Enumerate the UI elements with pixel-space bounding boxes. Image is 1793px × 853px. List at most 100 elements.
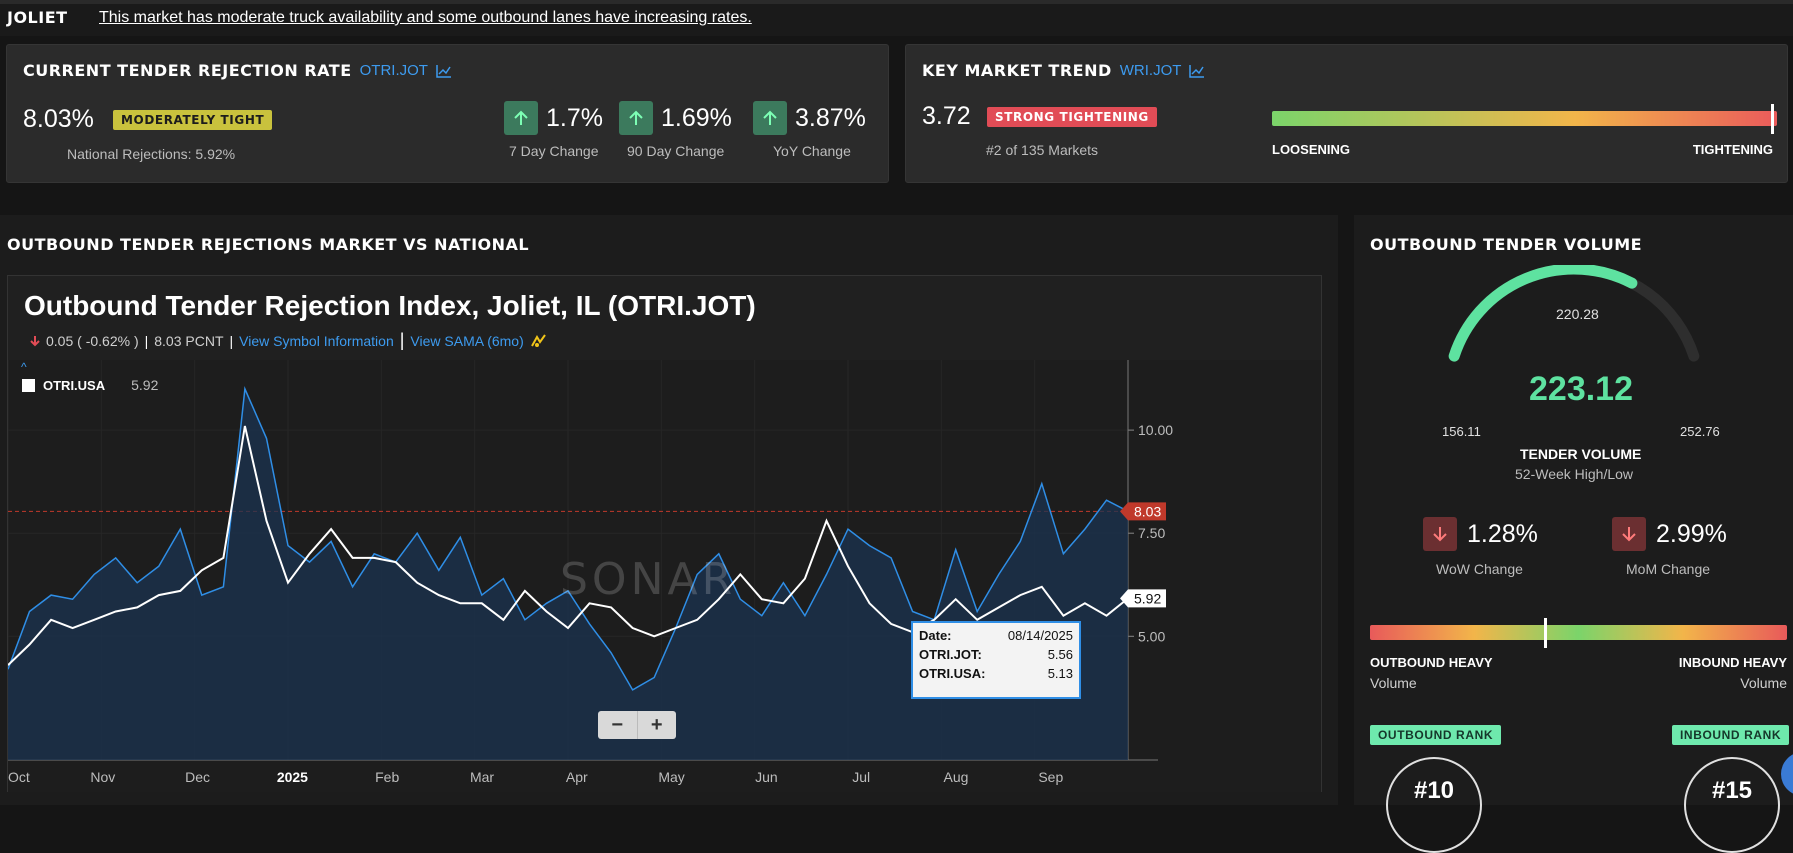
arrow-up-icon — [753, 101, 787, 135]
x-tick-label: Sep — [1038, 769, 1063, 785]
tender-volume-label: TENDER VOLUME — [1520, 446, 1642, 462]
separator: | — [229, 332, 234, 349]
chevron-up-icon[interactable]: ^ — [21, 360, 27, 374]
view-symbol-link[interactable]: View Symbol Information — [239, 332, 394, 349]
usa-last-value-tag — [1120, 589, 1166, 608]
inbound-rank-value: #15 — [1711, 777, 1753, 804]
national-rejections-text: National Rejections: 5.92% — [67, 146, 236, 162]
mom-change-value: 2.99% — [1656, 519, 1727, 548]
x-tick-label: 2025 — [277, 769, 308, 785]
x-tick-label: Jul — [852, 769, 870, 785]
key-trend-value: 3.72 — [922, 102, 971, 130]
x-tick-label: Oct — [8, 769, 30, 785]
chart-line-icon[interactable] — [436, 64, 452, 78]
mom-change: 2.99% MoM Change — [1612, 517, 1762, 577]
balance-marker — [1544, 618, 1548, 648]
tender-volume-title: OUTBOUND TENDER VOLUME — [1370, 235, 1643, 254]
key-trend-header: KEY MARKET TREND WRI.JOT — [922, 61, 1205, 80]
arrow-down-icon — [1612, 517, 1646, 551]
chart-line-icon[interactable] — [1189, 64, 1205, 78]
x-tick-label: Apr — [566, 769, 588, 785]
x-tick-label: Aug — [944, 769, 969, 785]
otri-jot-area — [8, 388, 1128, 760]
zoom-in-button[interactable]: + — [650, 713, 663, 736]
chart-legend: OTRI.USA 5.92 — [22, 377, 158, 393]
key-trend-symbol-link[interactable]: WRI.JOT — [1119, 62, 1182, 79]
arrow-down-icon — [1423, 517, 1457, 551]
change-90-day-label: 90 Day Change — [627, 143, 725, 159]
chart-pcnt-text: 8.03 PCNT — [154, 332, 224, 349]
market-summary-link[interactable]: This market has moderate truck availabil… — [99, 9, 752, 26]
tooltip-date-label: Date: — [919, 628, 952, 643]
outbound-rank-badge: OUTBOUND RANK — [1370, 725, 1502, 745]
chart-header: Outbound Tender Rejection Index, Joliet,… — [8, 276, 1321, 361]
legend-series-name: OTRI.USA — [43, 377, 106, 393]
wow-change-value: 1.28% — [1467, 519, 1538, 548]
outbound-rank-circle: #10 — [1386, 757, 1482, 853]
zoom-out-button[interactable]: − — [598, 711, 638, 739]
tender-rejection-symbol-link[interactable]: OTRI.JOT — [359, 62, 428, 79]
outbound-heavy-sublabel: Volume — [1370, 675, 1417, 691]
market-name: JOLIET — [7, 8, 68, 27]
tender-rejection-title: CURRENT TENDER REJECTION RATE — [23, 61, 352, 80]
change-7-day-value: 1.7% — [546, 103, 603, 132]
market-header: JOLIET This market has moderate truck av… — [0, 0, 1793, 36]
tooltip-usa-label: OTRI.USA: — [919, 666, 986, 681]
gauge-min-label: 156.11 — [1442, 424, 1481, 439]
tender-rejection-header: CURRENT TENDER REJECTION RATE OTRI.JOT — [23, 61, 452, 80]
sama-icon[interactable] — [530, 333, 548, 349]
tooltip-date-value: 08/14/2025 — [1007, 628, 1073, 643]
gauge-max-label: 252.76 — [1680, 424, 1720, 439]
chart-tooltip: Date: 08/14/2025 OTRI.JOT: 5.56 OTRI.USA: 5… — [911, 621, 1081, 699]
key-trend-panel: KEY MARKET TREND WRI.JOT 3.72 STRONG TIG… — [905, 44, 1788, 183]
y-tick-label: 5.00 — [1138, 628, 1165, 644]
arrow-up-icon — [504, 101, 538, 135]
change-yoy-value: 3.87% — [795, 103, 866, 132]
balance-gradient-bar — [1370, 625, 1787, 640]
wow-change-label: WoW Change — [1436, 561, 1523, 577]
zoom-controls: − + — [598, 711, 676, 739]
wow-change: 1.28% WoW Change — [1423, 517, 1563, 577]
separator: | — [144, 332, 149, 349]
x-tick-label: Mar — [470, 769, 494, 785]
chart-frame: Outbound Tender Rejection Index, Joliet,… — [7, 275, 1322, 792]
inbound-rank-badge: INBOUND RANK — [1672, 725, 1790, 745]
change-7-day: 1.7% 7 Day Change — [504, 101, 614, 159]
arrow-down-red-icon — [30, 335, 40, 346]
volume-gauge — [1448, 265, 1700, 362]
loosening-label: LOOSENING — [1272, 142, 1351, 157]
tooltip-jot-value: 5.56 — [1047, 647, 1073, 662]
tender-rejection-panel: CURRENT TENDER REJECTION RATE OTRI.JOT 8… — [6, 44, 889, 183]
change-90-day: 1.69% 90 Day Change — [619, 101, 739, 159]
x-tick-label: Feb — [375, 769, 399, 785]
otri-usa-line — [8, 425, 1129, 666]
mom-change-label: MoM Change — [1626, 561, 1711, 577]
view-sama-link[interactable]: View SAMA (6mo) — [410, 332, 524, 349]
change-7-day-label: 7 Day Change — [509, 143, 599, 159]
trend-marker — [1770, 104, 1774, 134]
inbound-heavy-label: INBOUND HEAVY — [1678, 655, 1787, 670]
trend-gradient-bar — [1272, 111, 1777, 126]
legend-swatch — [22, 378, 35, 392]
chart-title: Outbound Tender Rejection Index, Joliet,… — [24, 290, 756, 321]
tender-volume-value: 223.12 — [1529, 370, 1633, 408]
key-trend-rank: #2 of 135 Markets — [986, 142, 1099, 158]
separator: | — [399, 330, 405, 350]
help-bubble-button[interactable] — [1781, 752, 1793, 796]
gauge-marker-value: 220.28 — [1556, 306, 1599, 322]
chart-subheader: 0.05 ( -0.62% ) | 8.03 PCNT | View Symbo… — [30, 330, 548, 351]
x-tick-label: Dec — [185, 769, 210, 785]
tender-volume-sublabel: 52-Week High/Low — [1515, 466, 1634, 482]
tender-rejection-value: 8.03% — [23, 105, 94, 133]
x-tick-label: May — [658, 769, 684, 785]
key-trend-title: KEY MARKET TREND — [922, 61, 1112, 80]
inbound-heavy-sublabel: Volume — [1740, 675, 1787, 691]
legend-series-value: 5.92 — [131, 377, 159, 393]
x-tick-label: Nov — [90, 769, 115, 785]
outbound-rejections-section: OUTBOUND TENDER REJECTIONS MARKET VS NAT… — [0, 215, 1338, 805]
otri-jot-line — [8, 386, 1129, 691]
change-yoy-label: YoY Change — [773, 143, 851, 159]
jot-last-value-label: 8.03 — [1134, 503, 1161, 519]
outbound-rejections-title: OUTBOUND TENDER REJECTIONS MARKET VS NAT… — [7, 235, 530, 254]
tightening-label: TIGHTENING — [1692, 142, 1773, 157]
